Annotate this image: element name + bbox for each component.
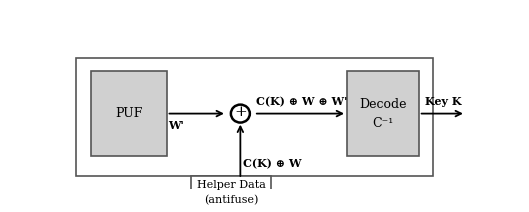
Text: Key K: Key K (425, 96, 461, 107)
Text: +: + (234, 105, 247, 119)
Bar (76, 58, 433, 176)
Bar (347, 71, 419, 156)
Bar (191, 176, 271, 210)
Text: C(K) ⊕ W ⊕ W': C(K) ⊕ W ⊕ W' (256, 96, 347, 107)
Text: PUF: PUF (115, 107, 142, 120)
Text: C(K) ⊕ W: C(K) ⊕ W (243, 158, 302, 169)
Text: Helper Data
(antifuse): Helper Data (antifuse) (197, 180, 266, 205)
Bar (91, 71, 167, 156)
Text: W': W' (168, 120, 184, 131)
Ellipse shape (231, 105, 250, 123)
Text: Decode
C⁻¹: Decode C⁻¹ (359, 98, 407, 130)
